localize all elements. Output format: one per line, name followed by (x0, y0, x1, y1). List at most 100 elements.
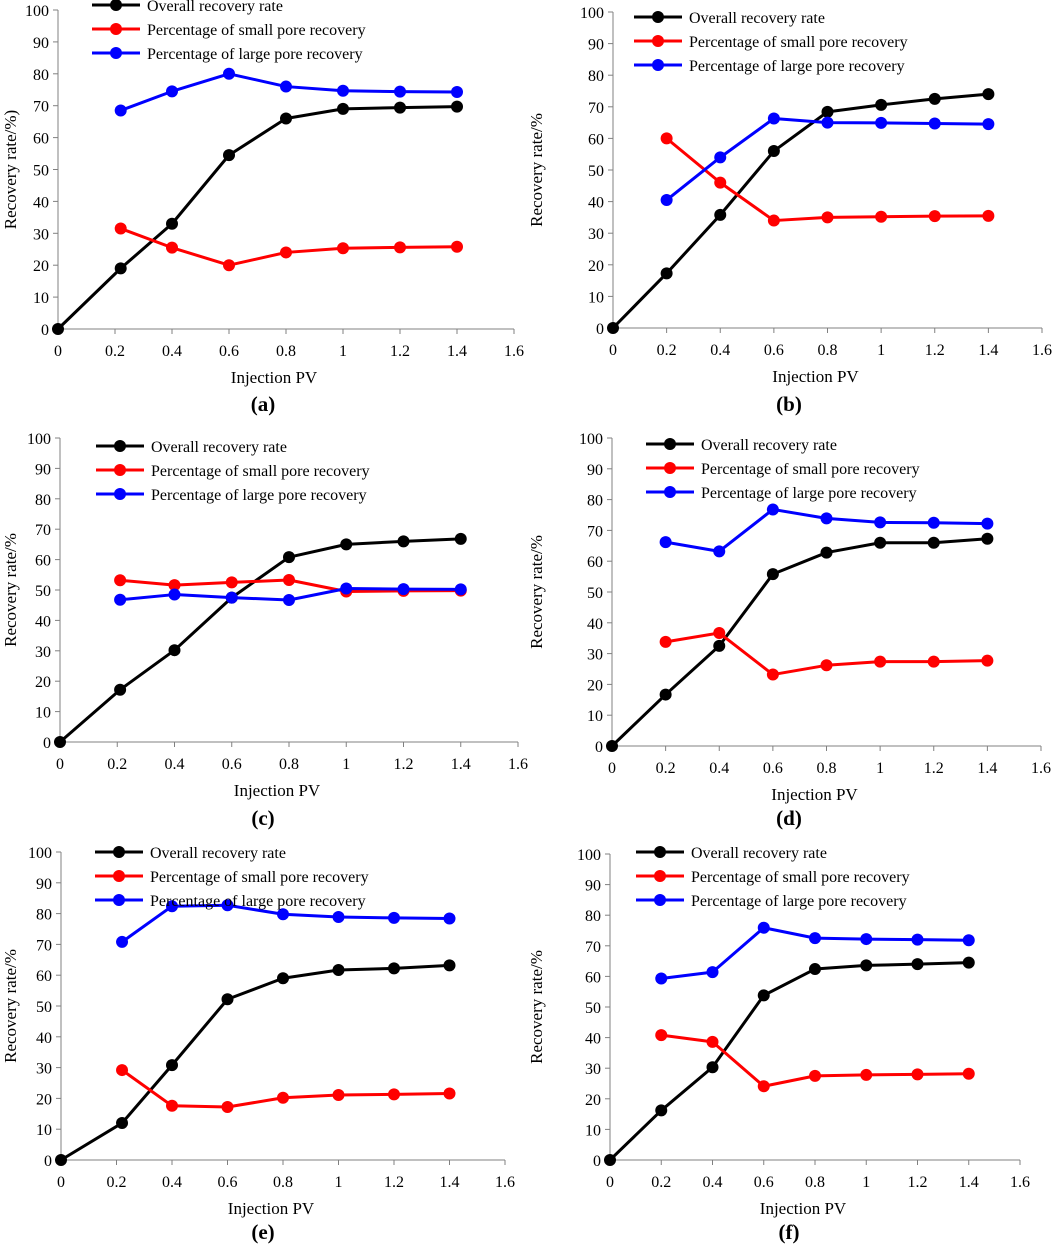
y-tick-label: 60 (588, 131, 604, 148)
data-point-large (660, 194, 673, 207)
data-point-overall (166, 1059, 178, 1072)
legend-marker-small (664, 462, 676, 474)
y-tick-label: 0 (596, 321, 604, 338)
legend-label-small: Percentage of small pore recovery (691, 869, 910, 886)
data-point-small (443, 1087, 456, 1100)
x-tick-label: 1.2 (908, 1174, 928, 1191)
legend-label-overall: Overall recovery rate (150, 845, 286, 862)
data-point-large (655, 972, 668, 985)
y-tick-label: 60 (585, 969, 601, 986)
data-point-overall (168, 644, 181, 657)
chart-panel-a: 0 10 20 30 40 50 60 70 80 90 100 0 0.2 0.4 0.6 0.8 1 1.2 1… (0, 0, 526, 416)
data-point-small (283, 573, 295, 586)
x-tick-label: 1.6 (1031, 760, 1051, 777)
data-point-overall (604, 1154, 616, 1166)
data-point-overall (337, 102, 349, 115)
x-tick-label: 0.6 (219, 343, 239, 360)
data-point-large (962, 934, 975, 947)
data-point-overall (981, 532, 994, 545)
legend-marker-overall (114, 440, 126, 452)
data-point-overall (394, 101, 406, 114)
data-point-overall (388, 962, 400, 975)
y-tick-label: 100 (580, 5, 604, 22)
x-tick-label: 0.2 (107, 1174, 127, 1191)
x-tick-label: 0.6 (754, 1174, 774, 1191)
y-tick-label: 0 (41, 322, 49, 339)
chart-svg: 0 10 20 30 40 50 60 70 80 90 100 0 0.2 0.4 0.6 0.8 1 1.2 1… (1, 845, 515, 1218)
y-tick-label: 60 (36, 968, 52, 985)
data-point-large (706, 966, 719, 979)
legend-marker-overall (664, 438, 676, 450)
x-tick-label: 0.6 (222, 756, 242, 773)
data-point-large (875, 116, 888, 129)
data-point-overall (114, 262, 127, 275)
x-axis-title: Injection PV (234, 781, 321, 800)
x-axis-title: Injection PV (772, 367, 859, 386)
data-point-overall (659, 688, 672, 701)
data-point-small (332, 1089, 345, 1102)
x-axis-title: Injection PV (771, 785, 858, 804)
data-point-large (225, 591, 238, 604)
data-point-large (911, 933, 924, 946)
y-tick-label: 30 (587, 647, 603, 664)
data-point-large (928, 117, 941, 130)
x-tick-label: 0 (56, 756, 64, 773)
data-point-large (114, 104, 127, 117)
y-tick-label: 100 (579, 431, 603, 448)
data-point-overall (397, 535, 410, 548)
legend-label-large: Percentage of large pore recovery (151, 487, 367, 504)
y-tick-label: 10 (35, 705, 51, 722)
legend-marker-overall (113, 846, 125, 858)
chart-svg: 0 10 20 30 40 50 60 70 80 90 100 0 0.2 0.4 0.6 0.8 1 1.2 1… (527, 845, 1030, 1218)
legend-label-small: Percentage of small pore recovery (147, 22, 366, 39)
data-point-small (982, 209, 995, 222)
y-tick-label: 20 (35, 674, 51, 691)
y-tick-label: 100 (28, 845, 52, 862)
data-point-large (714, 151, 727, 164)
data-point-large (809, 932, 821, 945)
data-point-large (116, 935, 129, 948)
data-point-overall (655, 1104, 668, 1117)
data-point-small (114, 574, 127, 587)
x-tick-label: 1.4 (440, 1174, 460, 1191)
x-tick-label: 0.4 (165, 756, 185, 773)
chart-svg: 0 10 20 30 40 50 60 70 80 90 100 0 0.2 0.4 0.6 0.8 1 1.2 1… (1, 0, 524, 387)
data-point-overall (283, 551, 295, 564)
y-tick-label: 50 (35, 583, 51, 600)
data-point-overall (280, 112, 292, 125)
data-point-small (821, 211, 834, 224)
legend-marker-large (113, 894, 125, 906)
chart-panel-c: 0 10 20 30 40 50 60 70 80 90 100 0 0.2 0.4 0.6 0.8 1 1.2 1… (0, 418, 528, 833)
y-tick-label: 20 (588, 258, 604, 275)
data-point-large (114, 593, 127, 606)
x-axis-title: Injection PV (760, 1199, 847, 1218)
data-point-large (659, 536, 672, 549)
data-point-small (706, 1035, 719, 1048)
data-point-small (809, 1069, 821, 1082)
x-tick-label: 1.4 (977, 760, 997, 777)
y-tick-label: 10 (585, 1122, 601, 1139)
y-tick-label: 20 (33, 258, 49, 275)
y-axis-title: Recovery rate/% (1, 533, 20, 647)
x-axis-title: Injection PV (231, 368, 318, 387)
y-tick-label: 100 (25, 3, 49, 20)
data-point-overall (982, 88, 995, 101)
legend-marker-large (664, 486, 676, 498)
legend-marker-small (113, 870, 125, 882)
data-point-small (757, 1080, 770, 1093)
data-point-overall (809, 963, 821, 976)
legend-label-large: Percentage of large pore recovery (147, 46, 363, 63)
data-point-large (766, 503, 779, 516)
x-tick-label: 0 (606, 1174, 614, 1191)
data-point-overall (116, 1117, 129, 1130)
chart-svg: 0 10 20 30 40 50 60 70 80 90 100 0 0.2 0.4 0.6 0.8 1 1.2 1… (527, 5, 1052, 386)
panel-label: (a) (250, 392, 276, 416)
y-tick-label: 20 (587, 677, 603, 694)
x-tick-label: 0.4 (710, 342, 730, 359)
data-point-overall (767, 145, 780, 158)
data-point-overall (55, 1154, 67, 1166)
y-tick-label: 0 (593, 1153, 601, 1170)
series-line-overall (59, 537, 461, 744)
x-tick-label: 0.6 (763, 760, 783, 777)
x-tick-label: 1.4 (978, 342, 998, 359)
